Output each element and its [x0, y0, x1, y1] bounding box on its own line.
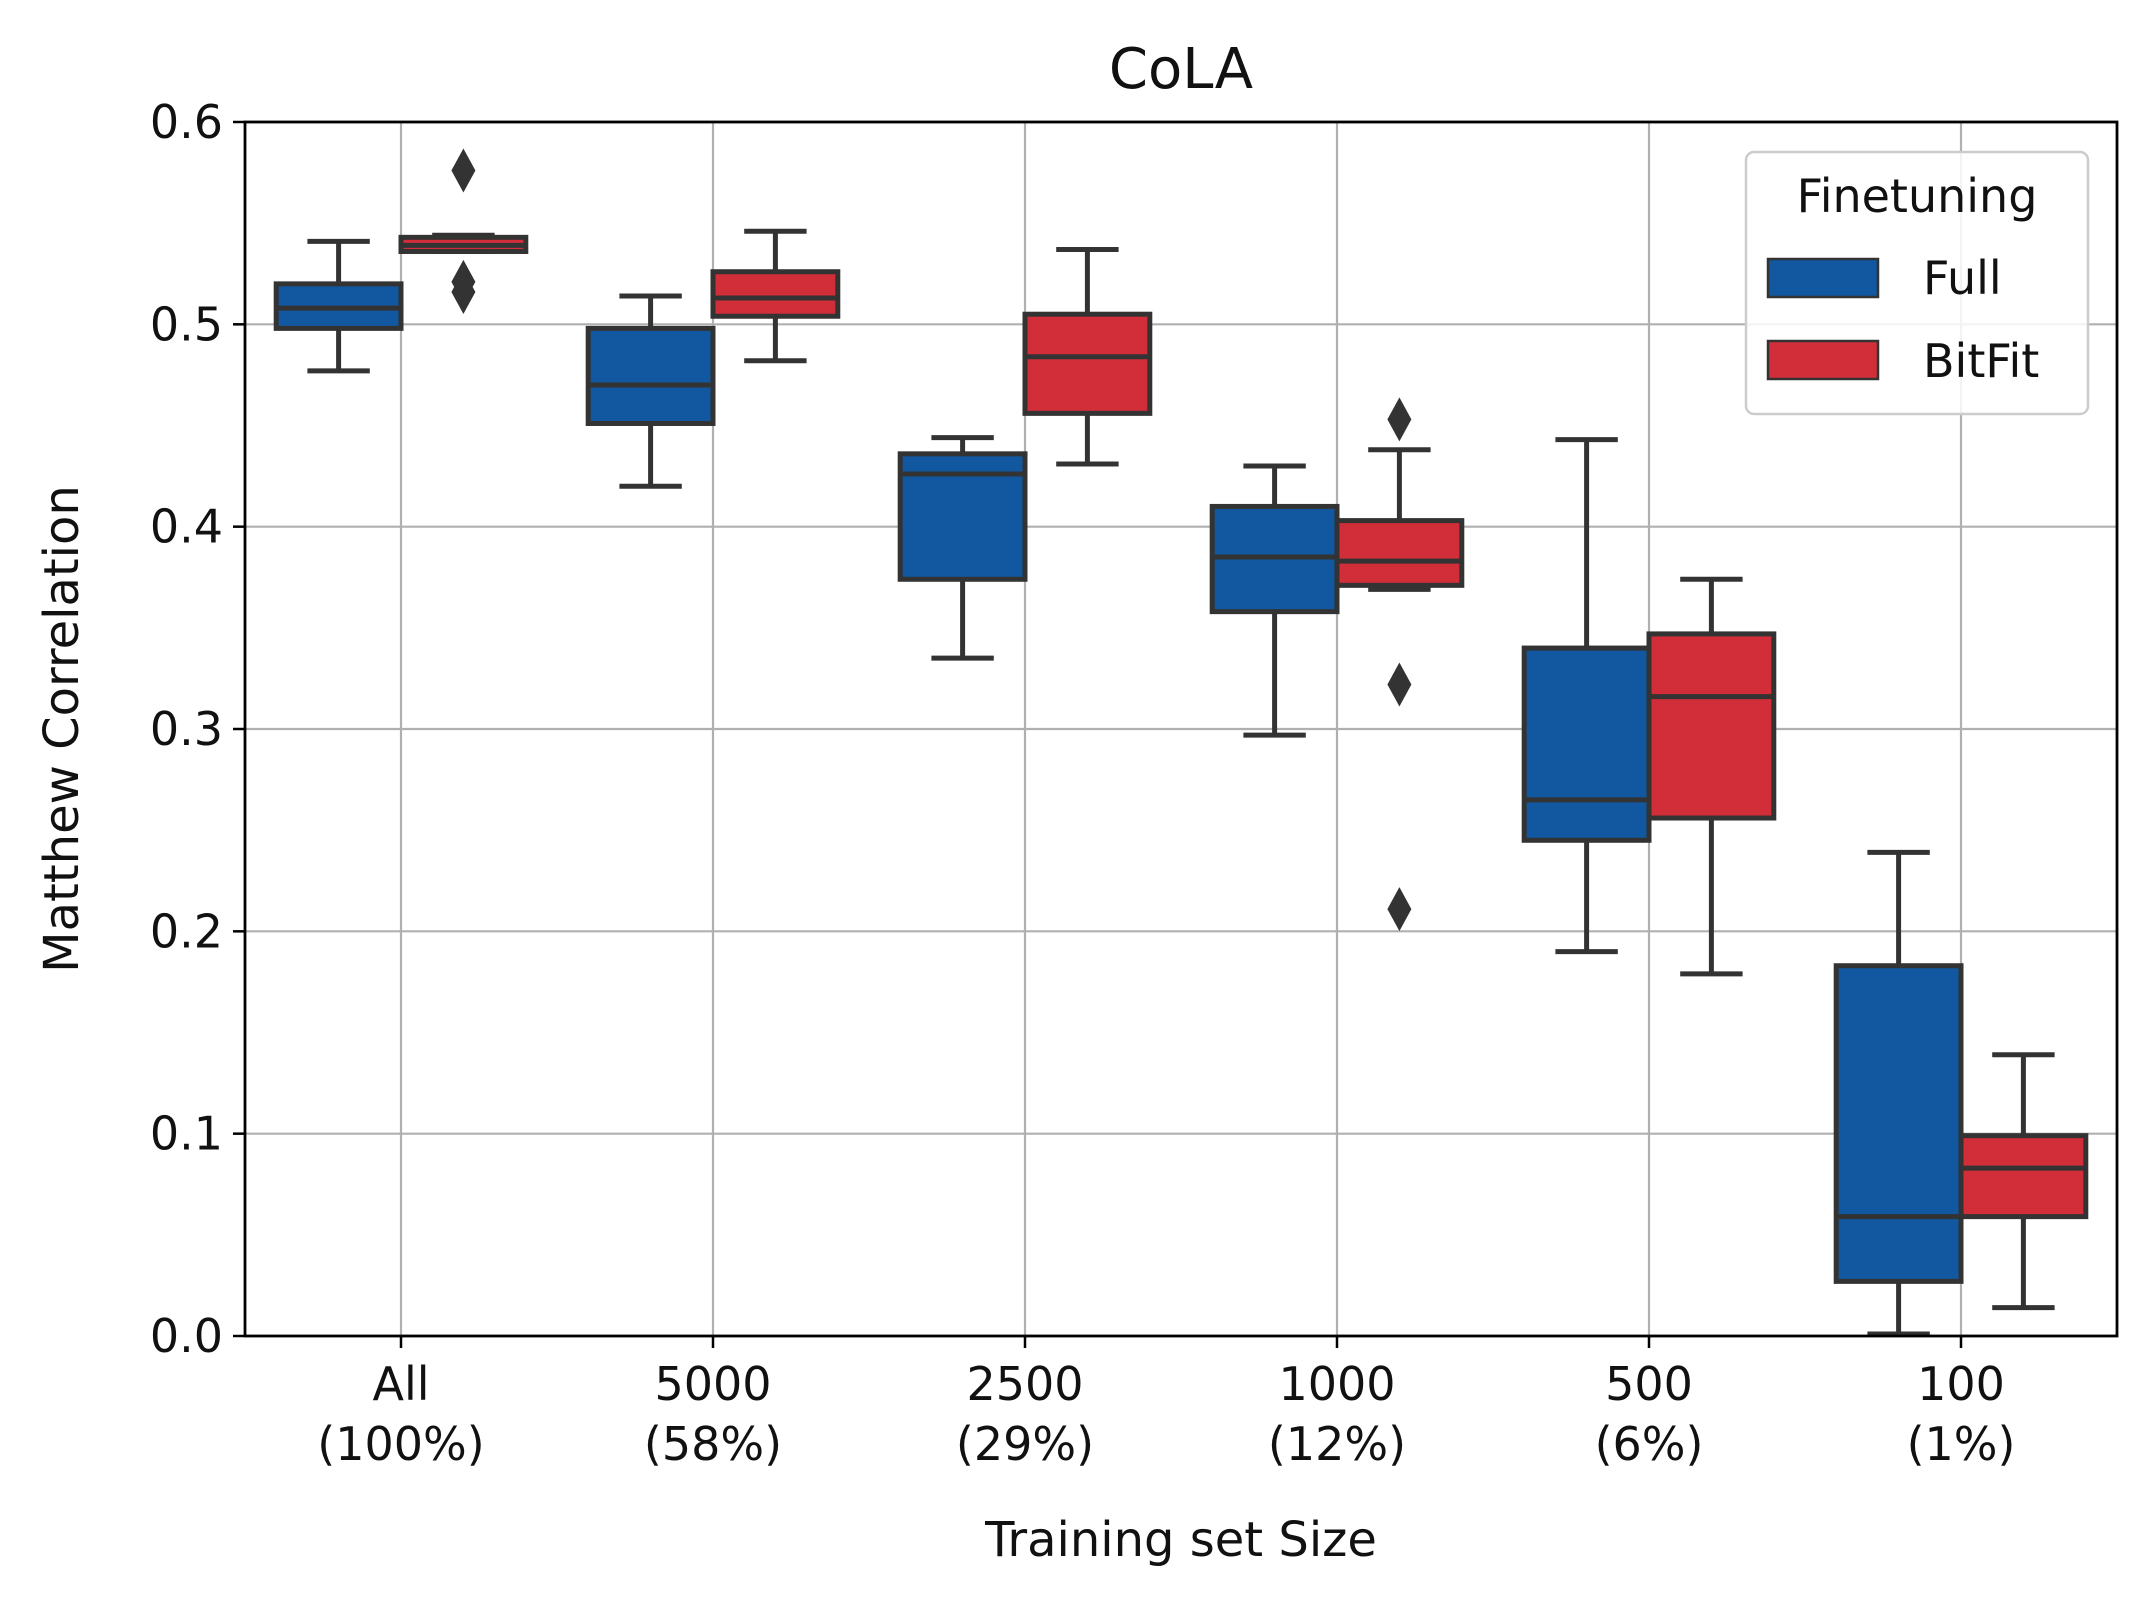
box-iqr [1646, 631, 1777, 821]
legend-title: Finetuning [1797, 169, 2038, 223]
x-tick-label-sub: (6%) [1595, 1417, 1704, 1471]
outlier-marker [1387, 397, 1412, 442]
legend-swatch-full [1766, 257, 1880, 299]
axis-ticks: 0.0 0.1 0.2 0.3 0.4 0.5 0.6 All (100%) 5000 (58%) 2… [150, 95, 2016, 1471]
outlier-marker [451, 269, 476, 314]
y-tick-label: 0.1 [150, 1107, 223, 1161]
box-iqr [1958, 1133, 2089, 1220]
boxes [273, 148, 2089, 1337]
legend-swatch-bitfit [1766, 339, 1880, 381]
box-bitfit [1334, 397, 1465, 932]
box-full [1833, 849, 1964, 1337]
box-bitfit [1958, 1052, 2089, 1311]
x-tick-label-sub: (29%) [956, 1417, 1094, 1471]
y-tick-label: 0.0 [150, 1309, 223, 1363]
box-iqr [710, 269, 841, 319]
x-tick-label-sub: (100%) [317, 1417, 484, 1471]
x-tick-label: 2500 [966, 1357, 1083, 1411]
box-full [1209, 463, 1340, 738]
box-full [273, 238, 404, 374]
box-bitfit [710, 228, 841, 364]
legend-item-bitfit: BitFit [1766, 334, 2039, 388]
outlier-marker [451, 148, 476, 193]
x-tick-label-sub: (58%) [644, 1417, 782, 1471]
box-iqr [1833, 963, 1964, 1284]
y-tick-label: 0.4 [150, 500, 223, 554]
x-axis-label: Training set Size [984, 1512, 1377, 1568]
y-tick-label: 0.5 [150, 297, 223, 351]
box-iqr [1334, 518, 1465, 588]
box-iqr [585, 325, 716, 426]
legend-item-full: Full [1766, 251, 2002, 305]
chart-title: CoLA [1109, 37, 1253, 102]
x-tick-label-sub: (1%) [1907, 1417, 2016, 1471]
outlier-marker [1387, 662, 1412, 707]
box-bitfit [1022, 246, 1153, 467]
box-iqr [1521, 645, 1652, 843]
x-tick-label: 100 [1917, 1357, 2005, 1411]
outlier-marker [1387, 887, 1412, 932]
y-tick-label: 0.3 [150, 702, 223, 756]
box-full [897, 435, 1028, 661]
x-tick-label-sub: (12%) [1268, 1417, 1406, 1471]
y-tick-label: 0.2 [150, 904, 223, 958]
legend-label-bitfit: BitFit [1923, 334, 2039, 388]
box-bitfit [1646, 576, 1777, 977]
legend-label-full: Full [1923, 251, 2002, 305]
box-full [1521, 437, 1652, 955]
box-bitfit [398, 148, 529, 314]
x-tick-label: All [372, 1357, 429, 1411]
legend: Finetuning Full BitFit [1744, 150, 2090, 416]
y-axis-label: Matthew Correlation [34, 485, 90, 973]
x-tick-label: 5000 [654, 1357, 771, 1411]
x-tick-label: 500 [1605, 1357, 1693, 1411]
box-full [585, 293, 716, 489]
x-tick-label: 1000 [1278, 1357, 1395, 1411]
box-iqr [1022, 311, 1153, 416]
y-tick-label: 0.6 [150, 95, 223, 149]
